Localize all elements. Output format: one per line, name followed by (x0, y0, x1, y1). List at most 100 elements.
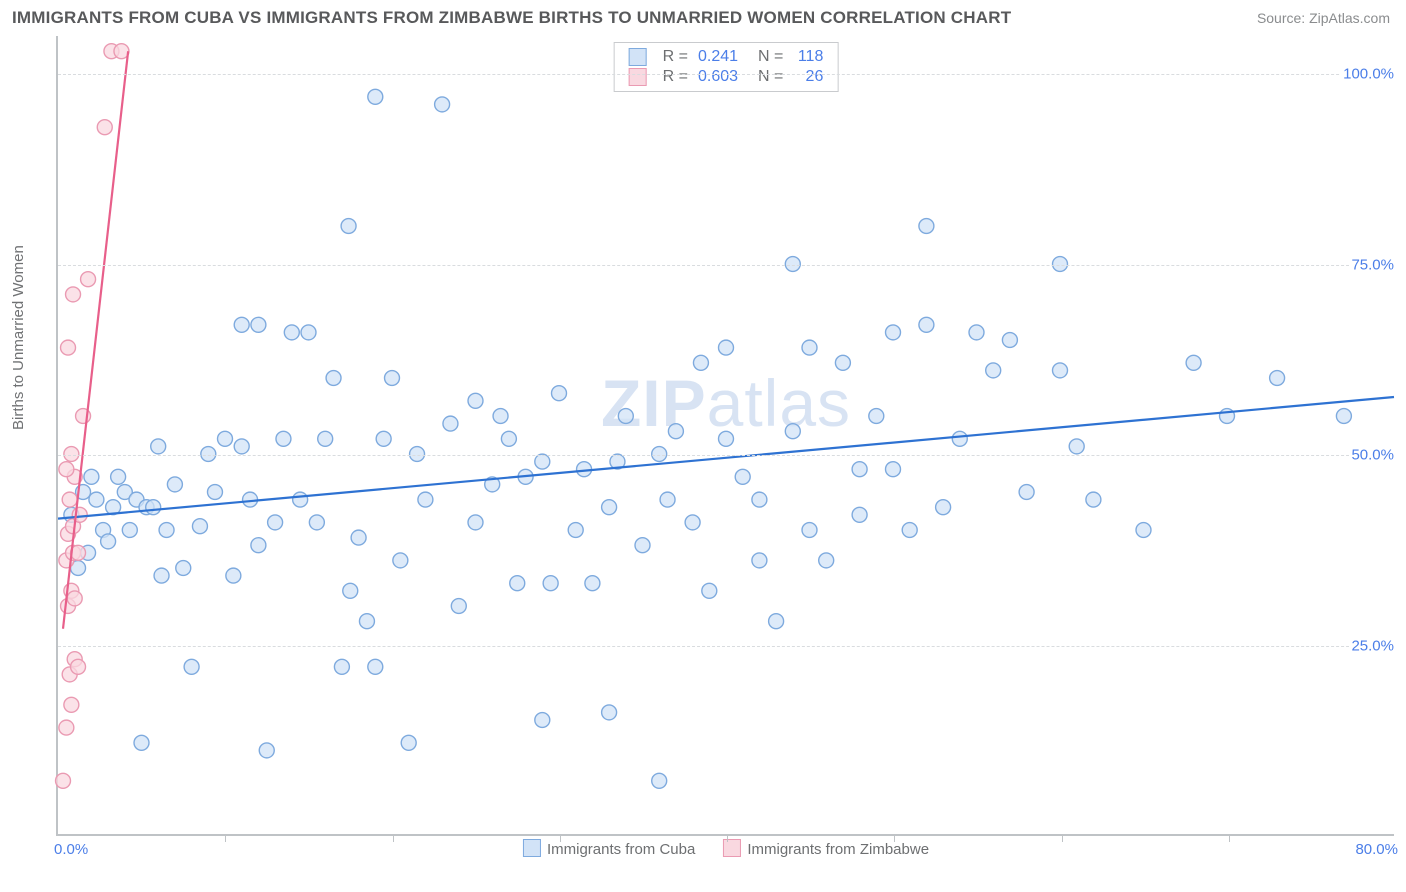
data-point (84, 469, 99, 484)
series-legend-label: Immigrants from Zimbabwe (747, 841, 929, 858)
data-point (167, 477, 182, 492)
data-point (468, 393, 483, 408)
data-point (251, 317, 266, 332)
series-legend-item: Immigrants from Cuba (523, 839, 695, 858)
gridline-h (58, 265, 1394, 266)
data-point (660, 492, 675, 507)
data-point (702, 583, 717, 598)
correlation-legend: R =0.241N =118R =0.603N =26 (614, 42, 839, 92)
x-tick (225, 834, 226, 842)
data-point (1069, 439, 1084, 454)
data-point (535, 454, 550, 469)
legend-row: R =0.241N =118 (629, 47, 824, 67)
data-point (769, 614, 784, 629)
data-point (919, 219, 934, 234)
data-point (986, 363, 1001, 378)
data-point (134, 735, 149, 750)
data-point (869, 409, 884, 424)
x-axis-max-label: 80.0% (1355, 841, 1398, 858)
data-point (385, 371, 400, 386)
data-point (410, 447, 425, 462)
data-point (393, 553, 408, 568)
data-point (785, 424, 800, 439)
data-point (66, 287, 81, 302)
data-point (351, 530, 366, 545)
data-point (159, 523, 174, 538)
data-point (276, 431, 291, 446)
data-point (568, 523, 583, 538)
data-point (1136, 523, 1151, 538)
data-point (510, 576, 525, 591)
data-point (952, 431, 967, 446)
data-point (735, 469, 750, 484)
legend-n-value: 26 (793, 68, 823, 86)
y-tick-label: 25.0% (1349, 637, 1396, 654)
chart-plot-area: ZIPatlas R =0.241N =118R =0.603N =26 0.0… (56, 36, 1394, 836)
data-point (154, 568, 169, 583)
data-point (451, 599, 466, 614)
data-point (67, 591, 82, 606)
x-tick (560, 834, 561, 842)
data-point (184, 659, 199, 674)
data-point (835, 355, 850, 370)
x-axis-min-label: 0.0% (54, 841, 88, 858)
series-legend: Immigrants from Cuba Immigrants from Zimb… (523, 839, 929, 858)
data-point (852, 507, 867, 522)
legend-r-value: 0.603 (698, 68, 748, 86)
data-point (1002, 333, 1017, 348)
x-tick (393, 834, 394, 842)
source-link[interactable]: ZipAtlas.com (1309, 10, 1390, 26)
data-point (97, 120, 112, 135)
data-point (1053, 363, 1068, 378)
data-point (886, 325, 901, 340)
gridline-h (58, 74, 1394, 75)
data-point (146, 500, 161, 515)
x-tick (894, 834, 895, 842)
data-point (852, 462, 867, 477)
x-tick (1229, 834, 1230, 842)
data-point (552, 386, 567, 401)
data-point (341, 219, 356, 234)
data-point (468, 515, 483, 530)
data-point (318, 431, 333, 446)
data-point (234, 317, 249, 332)
data-point (268, 515, 283, 530)
data-point (343, 583, 358, 598)
data-point (1270, 371, 1285, 386)
data-point (602, 500, 617, 515)
data-point (1019, 485, 1034, 500)
legend-swatch (629, 68, 647, 86)
data-point (207, 485, 222, 500)
data-point (251, 538, 266, 553)
data-point (719, 431, 734, 446)
data-point (802, 523, 817, 538)
data-point (919, 317, 934, 332)
data-point (359, 614, 374, 629)
data-point (435, 97, 450, 112)
data-point (64, 697, 79, 712)
data-point (61, 340, 76, 355)
data-point (71, 659, 86, 674)
data-point (443, 416, 458, 431)
data-point (719, 340, 734, 355)
data-point (218, 431, 233, 446)
x-tick (1062, 834, 1063, 842)
y-tick-label: 50.0% (1349, 447, 1396, 464)
y-tick-label: 75.0% (1349, 256, 1396, 273)
data-point (62, 492, 77, 507)
legend-r-label: R = (663, 68, 688, 86)
data-point (1186, 355, 1201, 370)
data-point (752, 553, 767, 568)
data-point (685, 515, 700, 530)
data-point (64, 447, 79, 462)
data-point (111, 469, 126, 484)
data-point (752, 492, 767, 507)
data-point (59, 462, 74, 477)
data-point (819, 553, 834, 568)
trend-line (63, 51, 128, 629)
data-point (226, 568, 241, 583)
data-point (401, 735, 416, 750)
data-point (309, 515, 324, 530)
data-point (1336, 409, 1351, 424)
legend-r-label: R = (663, 48, 688, 66)
